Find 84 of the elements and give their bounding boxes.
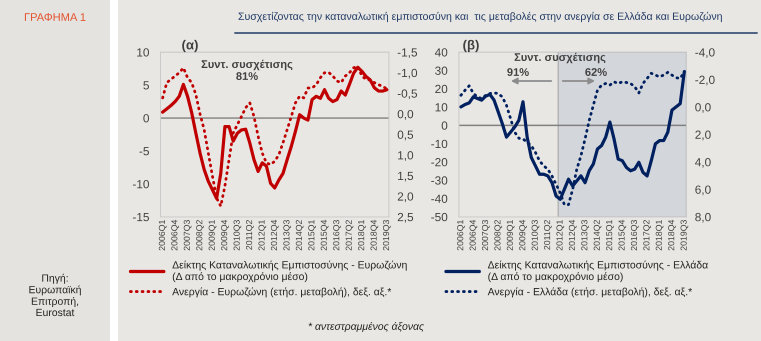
y-tick-label: -30 xyxy=(431,176,448,185)
y-tick-label: -20 xyxy=(431,158,448,166)
x-tick-label: 2011Q2 xyxy=(246,220,254,250)
x-tick-label: 2016Q3 xyxy=(630,220,639,250)
x-tick-label: 2015Q4 xyxy=(320,220,328,250)
x-tick-label: 2012Q1 xyxy=(258,220,266,250)
y-tick-label: -40 xyxy=(431,194,448,203)
y2-tick-label: 1,0 xyxy=(398,151,414,161)
y-tick-label: 0 xyxy=(143,114,149,122)
x-tick-label: 2009Q1 xyxy=(506,220,515,250)
annotation: Συντ. συσχέτισης xyxy=(514,52,606,64)
y2-tick-label: 8,0 xyxy=(695,212,711,223)
y2-tick-label: -1,5 xyxy=(398,48,418,58)
x-tick-label: 2009Q4 xyxy=(519,220,527,250)
y2-tick-label: 4,0 xyxy=(695,158,711,168)
y-tick-label: 40 xyxy=(434,48,448,57)
text: (α) xyxy=(182,40,198,52)
x-tick-label: 2009Q1 xyxy=(208,220,216,250)
x-tick-label: 2008Q2 xyxy=(494,220,502,250)
y2-tick-label: 2,5 xyxy=(398,212,414,223)
y-tick-label: 5 xyxy=(143,81,149,90)
x-tick-label: 2010Q3 xyxy=(234,220,242,250)
y-tick-label: 30 xyxy=(435,66,448,75)
annotation: 91% xyxy=(507,68,529,76)
text: Πηγή: Ευρωπαϊκή Επιτροπή, Eurostat xyxy=(29,274,81,316)
y-tick-label: 10 xyxy=(436,103,448,112)
x-tick-label: 2018Q1 xyxy=(358,220,366,250)
x-tick-label: 2006Q4 xyxy=(470,220,478,250)
x-tick-label: 2009Q4 xyxy=(221,220,229,250)
y-tick-label: -5 xyxy=(139,147,149,156)
y2-tick-label: -4,0 xyxy=(695,48,715,58)
x-tick-label: 2015Q4 xyxy=(618,220,626,250)
x-tick-label: 2007Q3 xyxy=(184,220,192,250)
text: (β) xyxy=(463,40,479,52)
x-tick-label: 2016Q3 xyxy=(333,220,341,250)
x-tick-label: 2017Q2 xyxy=(346,220,354,250)
legend-label: Δείκτης Καταναλωτικής Εμπιστοσύνης - Ευρωζώνη (Δ από το μακροχρόνιο μέσο) xyxy=(172,260,407,282)
x-tick-label: 2018Q1 xyxy=(656,220,664,250)
annotation: 62% xyxy=(585,68,607,76)
x-tick-label: 2018Q4 xyxy=(370,220,378,250)
y-tick-label: -10 xyxy=(431,140,448,148)
x-tick-label: 2012Q4 xyxy=(568,220,577,250)
y-tick-label: 10 xyxy=(137,48,149,57)
legend-label: Ανεργία - Ευρωζώνη (ετήσ. μεταβολή), δεξ. αξ.* xyxy=(172,287,392,298)
x-tick-label: 2013Q3 xyxy=(581,220,589,250)
x-tick-label: 2018Q4 xyxy=(668,220,676,250)
x-tick-label: 2006Q4 xyxy=(171,220,180,250)
legend-label: Ανεργία - Ελλάδα (ετήσ. μεταβολή), δεξ. αξ.* xyxy=(488,287,692,298)
y-tick-label: -50 xyxy=(431,212,448,222)
y-tick-label: -15 xyxy=(132,213,149,222)
legend-label: Δείκτης Καταναλωτικής Εμπιστοσύνης - Ελλάδα (Δ από το μακροχρόνιο μέσο) xyxy=(488,260,708,282)
x-tick-label: 2008Q2 xyxy=(196,220,204,250)
x-tick-label: 2007Q3 xyxy=(482,220,490,250)
x-tick-label: 2010Q3 xyxy=(532,220,540,250)
y2-tick-label: -2,0 xyxy=(695,76,715,86)
annotation: Συντ. συσχέτισης 81% xyxy=(202,60,292,80)
x-tick-label: 2015Q1 xyxy=(606,220,614,250)
x-tick-label: 2019Q3 xyxy=(382,220,391,250)
y2-tick-label: -1,0 xyxy=(398,68,418,79)
y2-tick-label: 0,0 xyxy=(398,110,414,120)
x-tick-label: 2011Q2 xyxy=(544,220,552,250)
x-tick-label: 2014Q2 xyxy=(594,220,602,250)
x-tick-label: 2012Q4 xyxy=(270,220,279,250)
x-tick-label: 2019Q3 xyxy=(680,220,688,250)
y-tick-label: -10 xyxy=(132,180,149,188)
y2-tick-label: 0,5 xyxy=(398,130,414,140)
x-tick-label: 2015Q1 xyxy=(308,220,316,250)
y2-tick-label: -0,5 xyxy=(398,89,418,100)
y2-tick-label: 6,0 xyxy=(695,185,711,196)
y-tick-label: 20 xyxy=(435,84,448,94)
y2-tick-label: 1,5 xyxy=(398,172,414,182)
x-tick-label: 2006Q1 xyxy=(457,220,465,250)
text: Συσχετίζοντας την καταναλωτική εμπιστοσύνη και τις μεταβολές στην ανεργία σε Ελλάδα και Ευρωζώνη xyxy=(238,12,722,22)
x-tick-label: 2013Q3 xyxy=(283,220,292,250)
x-tick-label: 2014Q2 xyxy=(296,220,304,250)
text: * αντεστραμμένος άξονας xyxy=(308,322,424,332)
y2-tick-label: 2,0 xyxy=(695,130,711,140)
text: ΓΡΑΦΗΜΑ 1 xyxy=(24,13,86,21)
x-tick-label: 2012Q1 xyxy=(556,220,564,250)
y2-tick-label: 0,0 xyxy=(695,103,711,113)
y-tick-label: 0 xyxy=(442,121,448,130)
x-tick-label: 2006Q1 xyxy=(158,220,167,250)
x-tick-label: 2017Q2 xyxy=(643,220,652,250)
y2-tick-label: 2,0 xyxy=(398,192,414,202)
